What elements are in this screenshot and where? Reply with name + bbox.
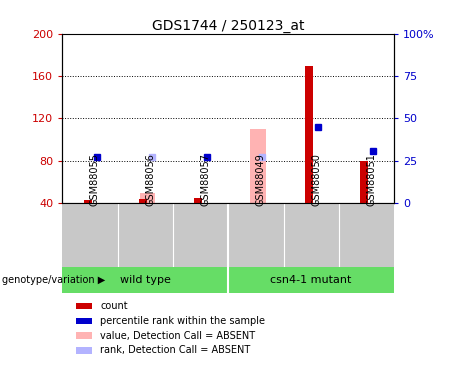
Text: GSM88057: GSM88057 bbox=[201, 153, 211, 206]
Bar bbox=[76, 347, 92, 354]
Text: value, Detection Call = ABSENT: value, Detection Call = ABSENT bbox=[100, 330, 255, 340]
Bar bbox=[84, 200, 92, 203]
Text: GSM88055: GSM88055 bbox=[90, 153, 100, 206]
Text: genotype/variation ▶: genotype/variation ▶ bbox=[2, 275, 106, 285]
Text: rank, Detection Call = ABSENT: rank, Detection Call = ABSENT bbox=[100, 345, 250, 355]
Bar bbox=[305, 66, 313, 203]
Bar bbox=[76, 332, 92, 339]
Title: GDS1744 / 250123_at: GDS1744 / 250123_at bbox=[152, 19, 304, 33]
Bar bbox=[195, 198, 202, 203]
Bar bbox=[139, 199, 147, 203]
Text: wild type: wild type bbox=[120, 275, 171, 285]
Text: GSM88056: GSM88056 bbox=[145, 153, 155, 206]
Text: csn4-1 mutant: csn4-1 mutant bbox=[271, 275, 352, 285]
Bar bbox=[76, 303, 92, 309]
Text: count: count bbox=[100, 301, 128, 311]
Text: GSM88049: GSM88049 bbox=[256, 154, 266, 206]
Bar bbox=[76, 318, 92, 324]
Bar bbox=[361, 161, 368, 203]
Text: percentile rank within the sample: percentile rank within the sample bbox=[100, 316, 265, 326]
Bar bbox=[250, 129, 266, 203]
Text: GSM88050: GSM88050 bbox=[311, 153, 321, 206]
Text: GSM88051: GSM88051 bbox=[366, 153, 377, 206]
Bar bbox=[140, 193, 155, 203]
